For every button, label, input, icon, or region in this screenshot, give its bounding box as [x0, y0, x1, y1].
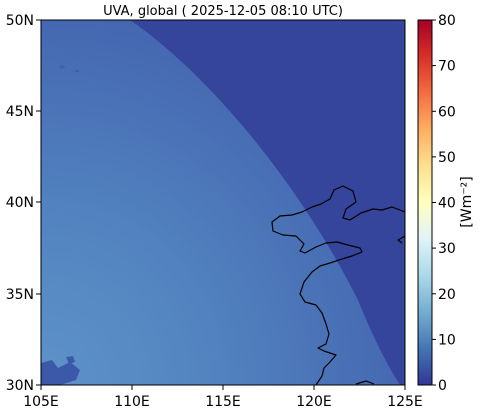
lon-label: 125E: [387, 394, 423, 410]
lat-axis: 50N 45N 40N 35N 30N: [6, 13, 41, 394]
lat-label: 40N: [6, 195, 34, 211]
map-field: [41, 20, 405, 385]
lake: [59, 65, 65, 69]
lat-label: 30N: [6, 378, 34, 394]
colorbar-gradient: [417, 19, 433, 386]
lon-axis: 105E 110E 115E 120E 125E: [23, 385, 423, 410]
lon-label: 110E: [114, 394, 150, 410]
coastline-island: [355, 380, 375, 385]
night-region: [130, 20, 405, 385]
colorbar-ticks: [432, 19, 436, 386]
map-title: UVA, global ( 2025-12-05 08:10 UTC): [103, 4, 343, 19]
lat-label: 50N: [6, 13, 34, 29]
lon-label: 120E: [296, 394, 332, 410]
colorbar-tick-label: 0: [438, 378, 447, 394]
colorbar-tick-label: 60: [438, 104, 456, 120]
cloud-patch: [41, 360, 80, 385]
cloud-patch: [66, 356, 75, 364]
lat-label: 45N: [6, 104, 34, 120]
colorbar-tick-label: 30: [438, 241, 456, 257]
colorbar: 80 70 60 50 40 30 20 10 0 [Wm⁻²]: [417, 13, 475, 394]
colorbar-tick-label: 10: [438, 332, 456, 348]
colorbar-unit-label: [Wm⁻²]: [459, 176, 475, 227]
lake: [75, 70, 79, 72]
lon-label: 105E: [23, 394, 59, 410]
lat-label: 35N: [6, 287, 34, 303]
coastline: [271, 185, 405, 385]
colorbar-tick-label: 50: [438, 150, 456, 166]
lon-label: 115E: [205, 394, 241, 410]
colorbar-tick-label: 80: [438, 13, 456, 29]
colorbar-tick-label: 70: [438, 59, 456, 75]
colorbar-tick-label: 20: [438, 287, 456, 303]
colorbar-tick-label: 40: [438, 196, 456, 212]
